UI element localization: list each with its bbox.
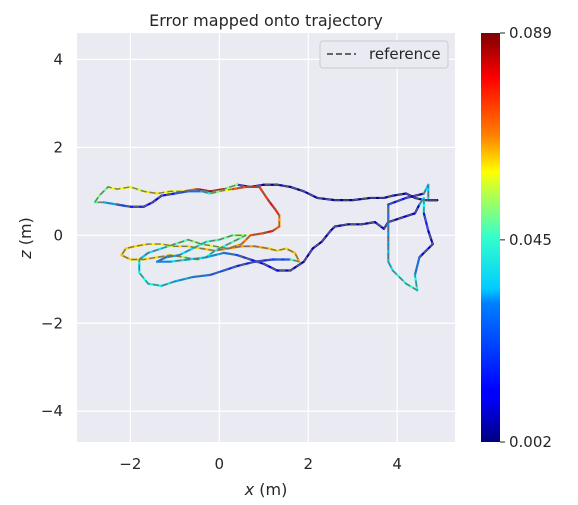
grid [77, 33, 455, 442]
y-tick-label: −2 [41, 314, 63, 332]
x-axis-label: x (m) [244, 480, 288, 499]
reference-line [93, 183, 438, 292]
colorbar-tick-labels: 0.089 0.045 0.002 [500, 24, 552, 451]
colorbar-tick-label: 0.002 [509, 433, 552, 451]
reference-trajectory [93, 183, 438, 292]
x-tick-label: −2 [119, 455, 141, 473]
legend-reference-label: reference [369, 45, 441, 63]
plot-background [77, 33, 455, 442]
colorbar: 0.089 0.045 0.002 [481, 24, 552, 451]
y-tick-labels: −4 −2 0 2 4 [41, 50, 63, 420]
x-tick-label: 2 [303, 455, 313, 473]
chart-title: Error mapped onto trajectory [149, 11, 383, 30]
y-tick-label: 0 [53, 226, 63, 244]
legend: reference [319, 40, 449, 69]
y-tick-label: 2 [53, 138, 63, 156]
legend-box [319, 40, 449, 69]
colorbar-gradient [481, 33, 500, 442]
x-tick-label: 0 [215, 455, 225, 473]
y-tick-label: 4 [53, 50, 63, 68]
x-tick-labels: −2 0 2 4 [119, 455, 402, 473]
y-tick-label: −4 [41, 402, 63, 420]
colorbar-tick-label: 0.089 [509, 24, 552, 42]
x-tick-label: 4 [392, 455, 402, 473]
colorbar-tick-label: 0.045 [509, 231, 552, 249]
y-axis-label: z (m) [16, 217, 35, 260]
